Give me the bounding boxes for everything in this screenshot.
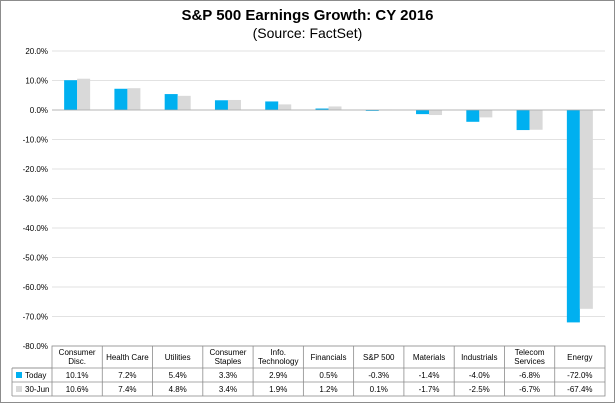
bar-today bbox=[114, 88, 128, 110]
category-label: Technology bbox=[258, 357, 298, 366]
legend-key-today bbox=[16, 372, 22, 378]
data-label: 5.4% bbox=[169, 371, 187, 380]
bar-30-jun bbox=[529, 110, 543, 130]
data-label: 1.9% bbox=[269, 385, 287, 394]
data-label: 0.1% bbox=[370, 385, 388, 394]
legend-key-30-jun bbox=[16, 386, 22, 392]
chart-title: S&P 500 Earnings Growth: CY 2016 bbox=[181, 7, 434, 24]
data-label: -6.8% bbox=[519, 371, 540, 380]
y-tick-label: -50.0% bbox=[23, 254, 48, 263]
y-tick-label: 10.0% bbox=[25, 77, 48, 86]
category-label: Disc. bbox=[68, 357, 86, 366]
data-label: -0.3% bbox=[368, 371, 389, 380]
category-label: Staples bbox=[215, 357, 242, 366]
data-label: 7.2% bbox=[118, 371, 136, 380]
bar-today bbox=[416, 110, 430, 115]
category-label: Services bbox=[514, 357, 545, 366]
category-label: Info. bbox=[270, 348, 286, 357]
y-tick-label: -10.0% bbox=[23, 136, 48, 145]
y-tick-label: -70.0% bbox=[23, 313, 48, 322]
bar-30-jun bbox=[278, 104, 292, 110]
data-table-border bbox=[51, 345, 606, 397]
bar-today bbox=[214, 100, 228, 110]
data-label: 3.4% bbox=[219, 385, 237, 394]
bar-today bbox=[64, 80, 78, 110]
bar-today bbox=[164, 94, 178, 110]
category-label: Utilities bbox=[165, 353, 191, 362]
category-label: Health Care bbox=[106, 353, 149, 362]
y-tick-label: 0.0% bbox=[30, 106, 48, 115]
bar-30-jun bbox=[177, 95, 191, 110]
category-label: Consumer bbox=[210, 348, 247, 357]
bar-30-jun bbox=[579, 110, 593, 309]
y-tick-label: 20.0% bbox=[25, 47, 48, 56]
data-label: -1.7% bbox=[419, 385, 440, 394]
bar-today bbox=[516, 110, 530, 131]
bar-30-jun bbox=[429, 110, 443, 116]
bar-today bbox=[365, 110, 379, 111]
data-label: 2.9% bbox=[269, 371, 287, 380]
data-label: 0.5% bbox=[319, 371, 337, 380]
bar-30-jun bbox=[127, 88, 141, 110]
data-label: -1.4% bbox=[419, 371, 440, 380]
data-label: -6.7% bbox=[519, 385, 540, 394]
category-label: Industrials bbox=[461, 353, 497, 362]
data-label: -2.5% bbox=[469, 385, 490, 394]
y-tick-label: -80.0% bbox=[23, 342, 48, 351]
y-tick-label: -40.0% bbox=[23, 224, 48, 233]
data-label: -72.0% bbox=[567, 371, 592, 380]
data-label: -4.0% bbox=[469, 371, 490, 380]
data-label: 10.1% bbox=[66, 371, 89, 380]
bar-30-jun bbox=[77, 78, 91, 110]
legend-label: Today bbox=[25, 371, 46, 380]
category-label: Energy bbox=[567, 353, 592, 362]
category-label: Materials bbox=[413, 353, 445, 362]
y-tick-label: -20.0% bbox=[23, 165, 48, 174]
bar-today bbox=[315, 108, 329, 110]
data-label: 1.2% bbox=[319, 385, 337, 394]
category-label: Telecom bbox=[515, 348, 545, 357]
bar-today bbox=[566, 110, 580, 323]
y-tick-label: -30.0% bbox=[23, 195, 48, 204]
bar-today bbox=[466, 110, 480, 122]
bar-30-jun bbox=[227, 99, 241, 110]
category-label: Consumer bbox=[59, 348, 96, 357]
data-label: 3.3% bbox=[219, 371, 237, 380]
data-label: 10.6% bbox=[66, 385, 89, 394]
data-label: -67.4% bbox=[567, 385, 592, 394]
bar-30-jun bbox=[328, 106, 342, 110]
category-label: Financials bbox=[310, 353, 346, 362]
y-tick-label: -60.0% bbox=[23, 283, 48, 292]
category-label: S&P 500 bbox=[363, 353, 395, 362]
bar-today bbox=[265, 101, 279, 110]
legend-label: 30-Jun bbox=[25, 385, 49, 394]
data-label: 4.8% bbox=[169, 385, 187, 394]
bar-30-jun bbox=[479, 110, 493, 118]
data-label: 7.4% bbox=[118, 385, 136, 394]
chart-subtitle: (Source: FactSet) bbox=[252, 25, 363, 41]
